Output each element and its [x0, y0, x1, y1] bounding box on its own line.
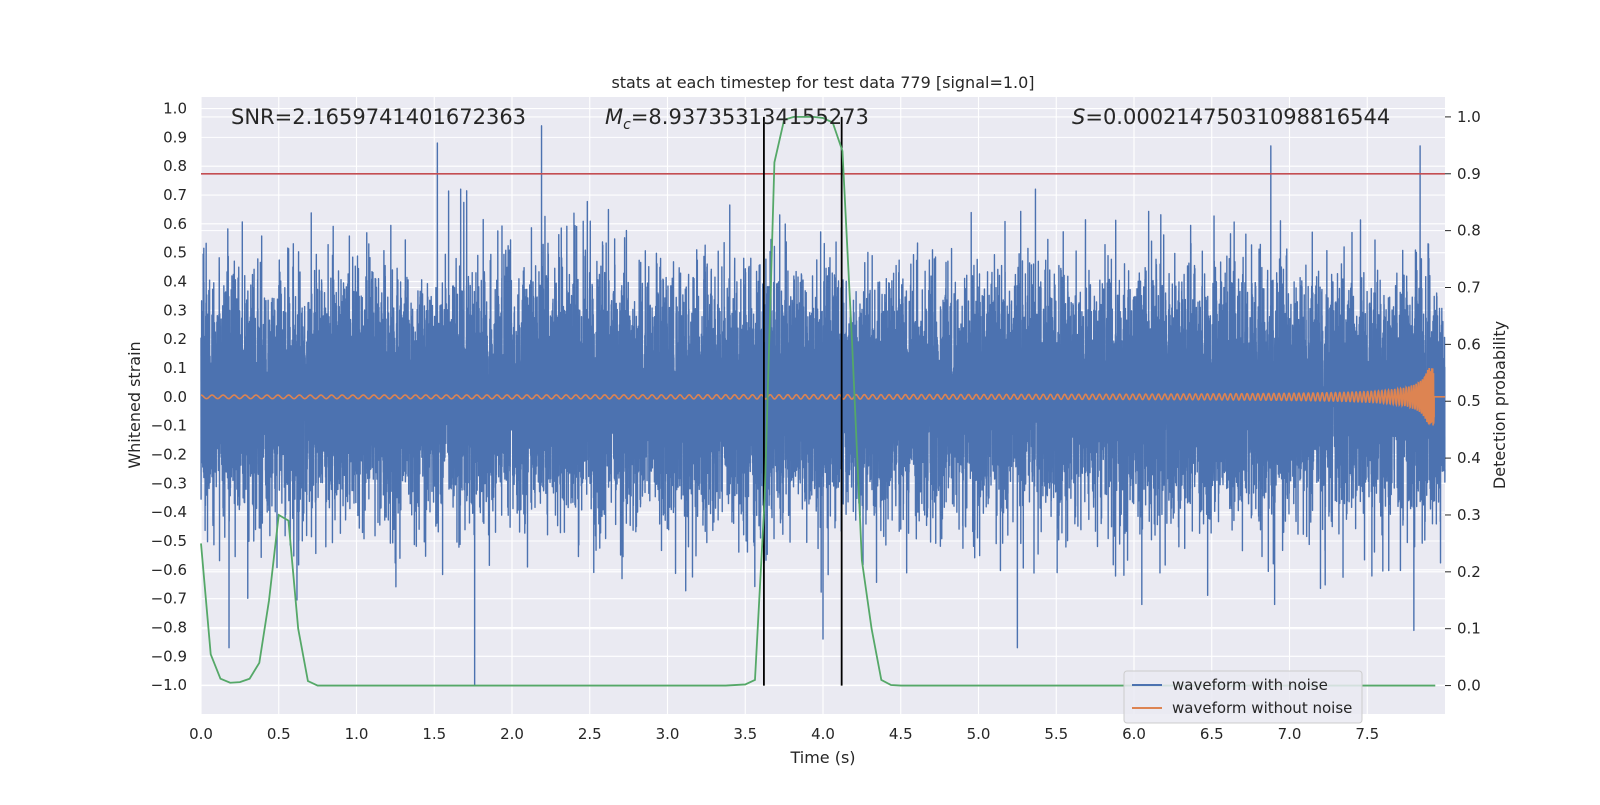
y-right-tick-label: 0.5: [1457, 392, 1481, 410]
detection-probability-line: [200, 116, 1436, 687]
chart-title: stats at each timestep for test data 779…: [611, 73, 1034, 92]
x-axis-label: Time (s): [789, 748, 855, 767]
x-tick-label: 4.0: [811, 725, 835, 743]
y-tick-label: 0.0: [163, 388, 187, 406]
x-tick-label: 5.5: [1044, 725, 1068, 743]
y-axis-label-left: Whitened strain: [125, 341, 144, 468]
chirp-mass-subscript: c: [623, 117, 631, 133]
x-tick-label: 3.5: [733, 725, 757, 743]
y-tick-label: −0.5: [151, 532, 187, 550]
y-tick-label: 0.1: [163, 359, 187, 377]
y-right-tick-label: 0.9: [1457, 165, 1481, 183]
x-tick-label: 6.0: [1122, 725, 1146, 743]
y-right-tick-label: 0.6: [1457, 335, 1481, 353]
y-tick-label: 0.7: [163, 186, 187, 204]
x-tick-label: 4.5: [889, 725, 913, 743]
x-tick-label: 2.5: [578, 725, 602, 743]
y-tick-label: 0.8: [163, 157, 187, 175]
s-symbol: S: [1072, 105, 1085, 129]
y-tick-label: −0.8: [151, 619, 187, 637]
y-right-tick-label: 0.2: [1457, 563, 1481, 581]
x-tick-label: 1.0: [345, 725, 369, 743]
y-tick-label: −0.9: [151, 647, 187, 665]
y-axis-left-ticks: 1.0 0.9 0.8 0.7 0.6 0.5 0.4 0.3 0.2 0.1 0.0 −0.1 −0.…: [151, 100, 187, 695]
detection-probability-series: [200, 116, 1436, 687]
clean-waveform-series: [200, 368, 1445, 426]
y-tick-label: 1.0: [163, 100, 187, 118]
x-tick-label: 0.0: [189, 725, 213, 743]
legend-frame: [1123, 670, 1363, 724]
y-tick-label: 0.5: [163, 244, 187, 262]
y-right-tick-label: 0.8: [1457, 222, 1481, 240]
y-tick-label: −0.3: [151, 474, 187, 492]
y-tick-label: −0.2: [151, 446, 187, 464]
y-axis-label-right: Detection probability: [1490, 321, 1509, 489]
y-right-tick-label: 0.3: [1457, 506, 1481, 524]
x-tick-label: 2.0: [500, 725, 524, 743]
chirp-mass-value: =8.937353134155273: [631, 105, 869, 129]
waveform-with-noise-line: [200, 125, 1446, 686]
y-tick-label: 0.3: [163, 301, 187, 319]
y-right-tick-label: 0.7: [1457, 279, 1481, 297]
chirp-mass-annotation: Mc=8.937353134155273: [605, 105, 869, 133]
y-tick-label: 0.4: [163, 273, 187, 291]
x-tick-label: 5.0: [967, 725, 991, 743]
y-tick-label: −1.0: [151, 676, 187, 694]
legend-label-clean: waveform without noise: [1172, 699, 1352, 717]
x-tick-label: 7.5: [1355, 725, 1379, 743]
snr-annotation: SNR=2.1659741401672363: [231, 105, 526, 129]
y-right-tick-label: 0.0: [1457, 677, 1481, 695]
x-tick-label: 7.0: [1278, 725, 1302, 743]
y-right-tick-label: 0.4: [1457, 449, 1481, 467]
legend-label-noisy: waveform with noise: [1172, 676, 1328, 694]
y-right-tick-label: 0.1: [1457, 620, 1481, 638]
x-tick-label: 6.5: [1200, 725, 1224, 743]
y-tick-label: −0.4: [151, 503, 187, 521]
y-tick-label: 0.2: [163, 330, 187, 348]
x-tick-label: 3.0: [656, 725, 680, 743]
noisy-waveform-series: [200, 125, 1446, 686]
y-right-tick-label: 1.0: [1457, 108, 1481, 126]
legend: waveform with noise waveform without noi…: [1123, 670, 1363, 724]
s-value: =0.00021475031098816544: [1085, 105, 1390, 129]
waveform-without-noise-line: [200, 368, 1445, 426]
y-tick-label: −0.6: [151, 561, 187, 579]
s-annotation: S=0.00021475031098816544: [1072, 105, 1390, 129]
chirp-mass-symbol: M: [605, 105, 623, 129]
y-axis-right-ticks: 1.0 0.9 0.8 0.7 0.6 0.5 0.4 0.3 0.2 0.1 0.0: [1445, 108, 1481, 695]
x-tick-label: 1.5: [422, 725, 446, 743]
x-axis-ticks: 0.0 0.5 1.0 1.5 2.0 2.5 3.0 3.5 4.0 4.5 5.0 5.5 6.0 6…: [189, 725, 1379, 743]
y-tick-label: 0.6: [163, 215, 187, 233]
x-tick-label: 0.5: [267, 725, 291, 743]
overlay-lines: [201, 116, 1445, 686]
y-tick-label: 0.9: [163, 128, 187, 146]
y-tick-label: −0.7: [151, 590, 187, 608]
y-tick-label: −0.1: [151, 417, 187, 435]
